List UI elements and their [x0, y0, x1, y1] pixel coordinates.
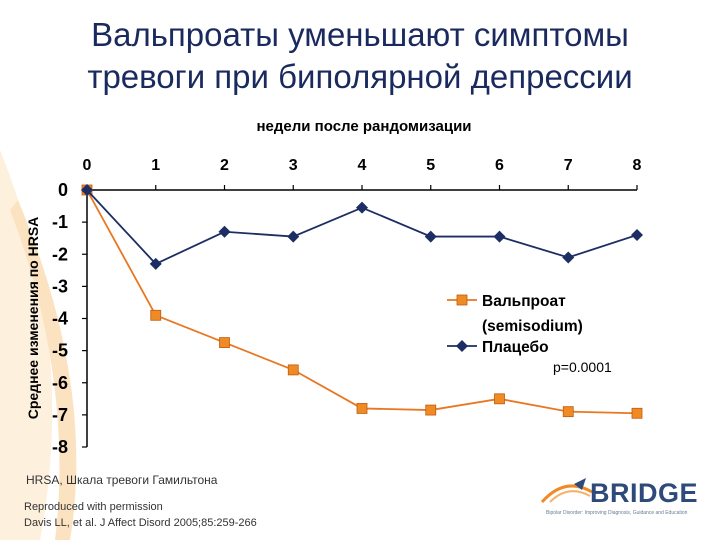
data-point [631, 228, 643, 241]
y-tick-label: -3 [52, 276, 68, 296]
title-line-2: тревоги при биполярной депрессии [87, 58, 633, 95]
x-tick-label: 6 [495, 157, 504, 174]
data-point [81, 184, 93, 196]
x-axis-label: недели после рандомизации [256, 118, 471, 135]
data-point [218, 225, 231, 238]
legend-label: (semisodium) [482, 318, 583, 335]
data-point [287, 364, 299, 376]
data-point [356, 403, 368, 414]
legend-marker [456, 340, 468, 352]
data-point [562, 406, 574, 418]
y-tick-label: -6 [52, 373, 68, 393]
page-title: Вальпроаты уменьшают симптомы тревоги пр… [20, 14, 700, 98]
y-tick-label: -2 [52, 244, 68, 264]
series-2 [81, 184, 643, 270]
bridge-logo-icon [540, 478, 593, 504]
x-tick-label: 4 [358, 157, 367, 174]
data-point [631, 407, 643, 419]
x-tick-label: 7 [564, 157, 573, 174]
bridge-logo-tagline: Bipolar Disorder: Improving Diagnosis, G… [546, 510, 688, 516]
x-tick-label: 2 [220, 157, 229, 174]
reproduction-notice: Reproduced with permission Davis LL, et … [24, 499, 257, 531]
y-tick-label: -7 [52, 405, 68, 425]
y-tick-label: -1 [52, 212, 68, 232]
x-tick-label: 0 [83, 157, 92, 174]
x-tick-label: 5 [426, 157, 435, 174]
data-point [219, 337, 230, 348]
data-point [424, 230, 437, 243]
x-tick-label: 3 [289, 157, 298, 174]
citation: Davis LL, et al. J Affect Disord 2005;85… [24, 517, 257, 529]
data-point [150, 309, 162, 321]
data-point [149, 257, 162, 270]
data-point [494, 393, 505, 405]
y-tick-label: -4 [52, 309, 68, 329]
legend-label: Вальпроат [482, 293, 566, 310]
data-point [425, 404, 437, 416]
legend-marker [456, 294, 468, 306]
y-axis-label: Среднее изменения по HRSA [25, 217, 41, 420]
data-point [562, 251, 575, 264]
title-line-1: Вальпроаты уменьшают симптомы [91, 16, 629, 53]
data-point [356, 201, 368, 214]
hrsa-footnote: HRSA, Шкала тревоги Гамильтона [26, 473, 218, 487]
y-tick-label: -8 [52, 437, 68, 457]
x-tick-label: 8 [633, 157, 642, 174]
line-chart: недели после рандомизации Среднее измене… [25, 118, 643, 457]
data-point [287, 230, 300, 243]
data-point [493, 230, 506, 243]
bridge-logo-word: BRIDGE [590, 478, 699, 508]
series-line [86, 189, 638, 265]
reproduced-with-permission: Reproduced with permission [24, 501, 163, 513]
p-value-annotation: p=0.0001 [553, 359, 612, 375]
y-tick-label: -5 [52, 341, 68, 361]
legend-label: Плацебо [482, 339, 549, 356]
x-tick-label: 1 [151, 157, 160, 174]
y-tick-label: 0 [58, 180, 68, 200]
bridge-logo: BRIDGE Bipolar Disorder: Improving Diagn… [540, 470, 710, 530]
